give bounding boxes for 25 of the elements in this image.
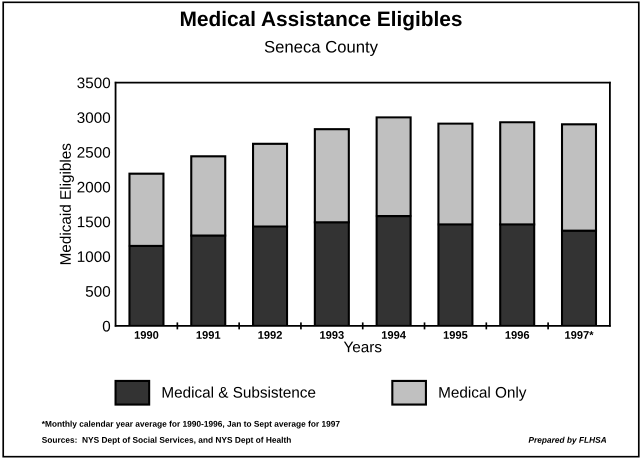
y-tick-label: 0 [102, 320, 110, 332]
x-tick-label: 1996 [506, 331, 530, 339]
x-tick-label: 1997* [565, 331, 594, 339]
source-note: Sources: NYS Dept of Social Services, and NYS Dept of Health [42, 436, 291, 445]
x-tick-label: 1990 [134, 331, 158, 339]
y-tick-label: 3500 [77, 77, 110, 88]
y-tick-label: 3000 [77, 112, 110, 124]
x-tick-label: 1994 [382, 331, 406, 339]
y-tick-label: 1500 [78, 216, 110, 228]
x-tick-label: 1993 [320, 331, 344, 339]
chart-subtitle: Seneca County [264, 40, 378, 56]
x-tick-label: 1995 [444, 331, 468, 339]
x-axis-title: Years [344, 342, 382, 352]
text: Prepared by FLHSA [528, 436, 606, 445]
y-axis-title: Medicaid Eligibles [60, 144, 74, 264]
text: *Monthly calendar year average for 1990-1996, Jan to Sept average for 1997 [42, 420, 340, 428]
legend-label: Medical Only [439, 386, 526, 401]
y-tick-label: 2500 [77, 146, 110, 158]
legend-label: Medical & Subsistence [162, 386, 316, 398]
y-tick-label: 2000 [77, 182, 110, 193]
x-tick-label: 1992 [258, 331, 282, 339]
y-tick-label: 1000 [78, 251, 110, 262]
chart-title: Medical Assistance Eligibles [180, 10, 462, 30]
y-tick-label: 500 [86, 286, 110, 297]
x-tick-label: 1991 [196, 331, 220, 339]
